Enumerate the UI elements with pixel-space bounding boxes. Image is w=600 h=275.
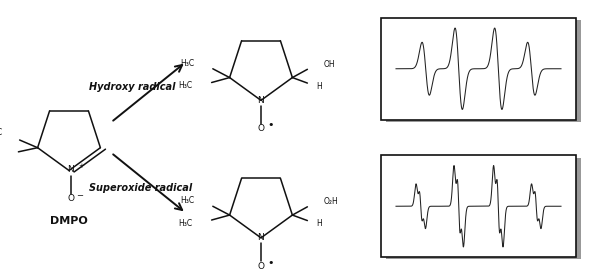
Text: DMPO: DMPO xyxy=(50,216,88,226)
Bar xyxy=(386,20,581,122)
Text: H₃C: H₃C xyxy=(178,81,193,90)
Text: N: N xyxy=(257,96,265,105)
Bar xyxy=(386,158,581,259)
Text: H: H xyxy=(316,219,322,228)
Text: •: • xyxy=(268,120,274,130)
Text: H₃C: H₃C xyxy=(0,128,3,137)
Bar xyxy=(381,155,576,257)
Text: N: N xyxy=(257,233,265,242)
Text: H₃C: H₃C xyxy=(178,219,193,228)
Text: O: O xyxy=(257,262,265,271)
Bar xyxy=(381,18,576,120)
Text: N: N xyxy=(67,165,74,174)
Text: Superoxide radical: Superoxide radical xyxy=(89,183,193,193)
Text: OH: OH xyxy=(323,60,335,69)
Text: O: O xyxy=(67,194,74,203)
Text: O: O xyxy=(257,124,265,133)
Text: O₂H: O₂H xyxy=(323,197,338,206)
Text: H₃C: H₃C xyxy=(181,59,195,68)
Text: −: − xyxy=(76,191,83,200)
Text: H: H xyxy=(316,82,322,91)
Text: Hydroxy radical: Hydroxy radical xyxy=(89,82,175,92)
Text: +: + xyxy=(78,163,84,169)
Text: H₃C: H₃C xyxy=(181,196,195,205)
Text: •: • xyxy=(268,258,274,268)
